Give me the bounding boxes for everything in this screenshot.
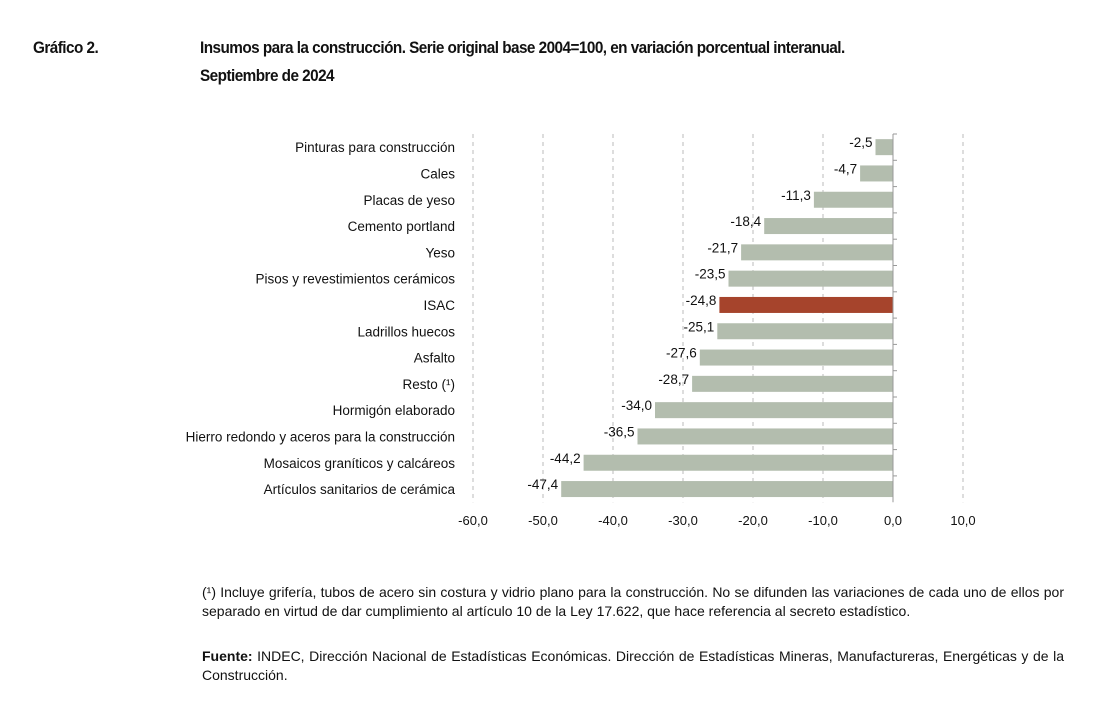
category-label: ISAC	[423, 298, 455, 313]
data-label: -23,5	[695, 267, 726, 282]
bar	[764, 218, 893, 235]
data-label: -25,1	[684, 319, 715, 334]
data-label: -11,3	[781, 188, 811, 203]
chart-title: Insumos para la construcción. Serie orig…	[200, 38, 845, 57]
category-label: Asfalto	[414, 351, 455, 366]
bar	[875, 139, 893, 156]
bar	[583, 454, 893, 471]
data-label: -34,0	[621, 398, 652, 413]
data-label: -21,7	[707, 240, 738, 255]
chart-subtitle: Septiembre de 2024	[200, 66, 335, 85]
bar	[719, 296, 893, 313]
data-label: -28,7	[658, 372, 689, 387]
category-label: Cemento portland	[348, 219, 455, 234]
category-label: Ladrillos huecos	[357, 324, 455, 339]
x-tick-label: -60,0	[458, 513, 488, 528]
category-label: Pinturas para construcción	[295, 140, 455, 155]
bar	[637, 428, 893, 445]
x-tick-label: -40,0	[598, 513, 628, 528]
data-label: -2,5	[849, 135, 872, 150]
data-label: -44,2	[550, 451, 581, 466]
bar	[655, 402, 893, 419]
category-label: Placas de yeso	[363, 193, 455, 208]
bar	[699, 349, 893, 366]
source-label: Fuente:	[202, 648, 253, 664]
footnote: (¹) Incluye grifería, tubos de acero sin…	[202, 584, 1064, 619]
data-label: -24,8	[686, 293, 717, 308]
data-label: -18,4	[730, 214, 761, 229]
bar	[692, 375, 893, 392]
category-label: Hormigón elaborado	[333, 403, 455, 418]
bar-chart: -60,0 -50,0 -40,0 -30,0 -20,0 -10,0 0,0 10,0 Pin…	[186, 133, 976, 528]
bar	[813, 191, 893, 208]
data-label: -47,4	[527, 477, 558, 492]
bar	[717, 323, 893, 340]
category-label: Resto (¹)	[402, 377, 455, 392]
data-label: -36,5	[604, 424, 635, 439]
chart-number: Gráfico 2.	[33, 38, 99, 57]
category-label: Yeso	[425, 245, 455, 260]
bar	[561, 481, 893, 498]
x-tick-label: -50,0	[528, 513, 558, 528]
category-label: Hierro redondo y aceros para la construc…	[186, 429, 455, 444]
bar	[741, 244, 893, 261]
source-note: Fuente: INDEC, Dirección Nacional de Est…	[202, 647, 1064, 685]
x-tick-label: 10,0	[950, 513, 975, 528]
x-tick-label: 0,0	[884, 513, 902, 528]
x-tick-label: -30,0	[668, 513, 698, 528]
x-tick-label: -20,0	[738, 513, 768, 528]
category-label: Pisos y revestimientos cerámicos	[255, 272, 455, 287]
category-label: Mosaicos graníticos y calcáreos	[264, 456, 456, 471]
bar	[728, 270, 893, 287]
data-label: -4,7	[834, 161, 857, 176]
bar	[860, 165, 893, 182]
category-label: Artículos sanitarios de cerámica	[264, 482, 456, 497]
x-tick-label: -10,0	[808, 513, 838, 528]
data-label: -27,6	[666, 346, 697, 361]
category-label: Cales	[420, 166, 455, 181]
source-text: INDEC, Dirección Nacional de Estadística…	[202, 648, 1065, 683]
